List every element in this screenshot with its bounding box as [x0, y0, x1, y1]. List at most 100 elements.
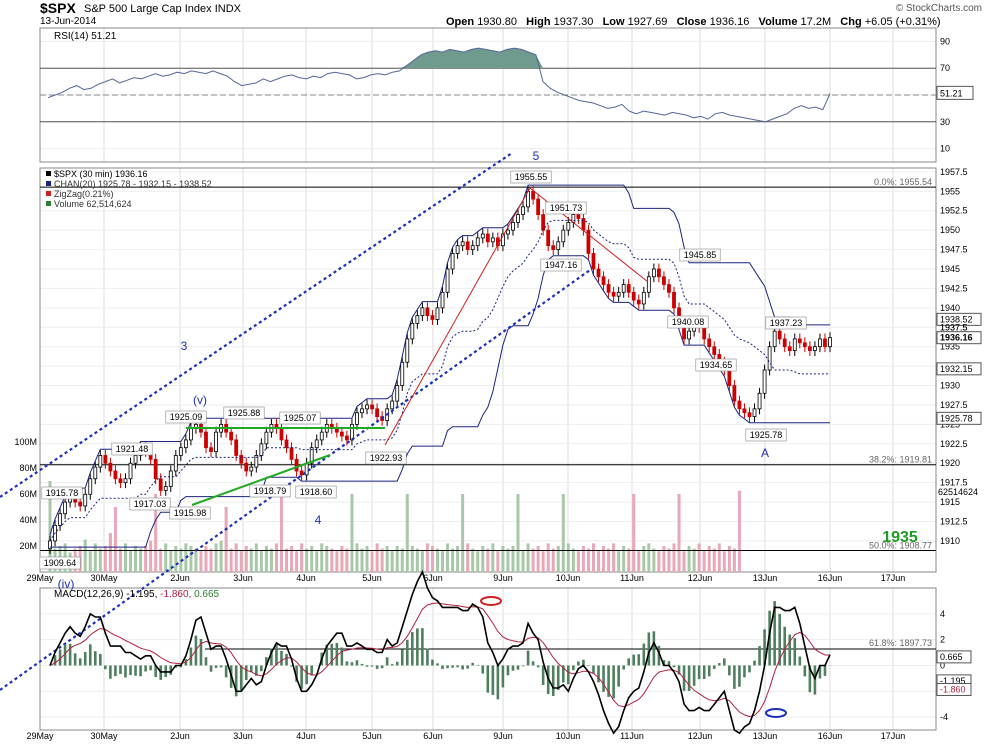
candle-body: [531, 190, 535, 200]
macd-histogram-bar: [647, 632, 651, 666]
volume-bar: [486, 548, 490, 572]
price-tick-label: 1952.5: [940, 206, 968, 216]
x-tick-label: 5Jun: [362, 573, 382, 583]
macd-histogram-bar: [265, 657, 268, 666]
macd-histogram-bar: [73, 653, 77, 666]
candle-body: [390, 400, 395, 410]
price-annotation: 1945.85: [684, 250, 717, 260]
macd-histogram-bar: [325, 644, 329, 666]
candle-body: [455, 245, 460, 254]
volume-bar: [521, 551, 525, 572]
macd-histogram-bar: [572, 665, 575, 671]
volume-bar: [531, 548, 535, 572]
candle-body: [556, 241, 561, 250]
candle-body: [646, 276, 651, 293]
macd-histogram-bar: [400, 649, 404, 666]
volume-bar: [144, 546, 148, 572]
chart-date: 13-Jun-2014: [40, 16, 97, 27]
candle-body: [58, 513, 62, 526]
candle-body: [294, 458, 299, 472]
price-annotation: 1934.65: [700, 360, 733, 370]
macd-histogram-bar: [536, 665, 540, 668]
close-value: 1936.16: [709, 16, 750, 28]
rsi-last-box: [936, 85, 974, 100]
macd-histogram-bar: [385, 657, 389, 666]
volume-bar: [385, 546, 389, 572]
macd-histogram-bar: [783, 626, 787, 666]
candle-body: [183, 439, 188, 449]
volume-bar: [274, 543, 278, 572]
volume-bar: [93, 543, 97, 572]
macd-histogram-bar: [260, 665, 263, 672]
candle-body: [541, 214, 546, 231]
price-annotation-box: [169, 506, 211, 520]
macd-histogram-bar: [129, 665, 132, 676]
price-annotation: 1918.60: [300, 487, 333, 497]
macd-legend-part: -1.195,: [126, 589, 160, 600]
chg-label: Chg: [840, 16, 862, 28]
x-tick-label: 13Jun: [753, 573, 778, 583]
volume-bar: [657, 551, 661, 572]
volume-bar: [325, 546, 329, 572]
candle-body: [284, 439, 289, 449]
macd-histogram-bar: [556, 665, 560, 690]
volume-bar: [516, 494, 520, 572]
macd-histogram-bar: [541, 665, 545, 686]
volume-bar: [561, 494, 565, 572]
legend-swatch: [46, 191, 51, 196]
candle-body: [480, 233, 485, 239]
x-tick-label: 29May: [26, 573, 54, 583]
candle-body: [561, 229, 566, 243]
right-value-label: 1932.15: [940, 364, 973, 374]
macd-histogram-bar: [567, 665, 570, 685]
volume-bar: [591, 543, 595, 572]
volume-bar: [405, 494, 409, 572]
macd-histogram-bar: [310, 665, 313, 676]
macd-histogram-bar: [587, 665, 590, 666]
panel-frame-macd: [39, 587, 937, 731]
volume-bar: [617, 551, 621, 572]
volume-label: Volume: [758, 16, 798, 28]
volume-bar: [491, 543, 495, 572]
volume-bar: [234, 543, 238, 572]
volume-bar: [425, 543, 429, 572]
price-tick-label: 1945: [940, 264, 960, 274]
volume-bar: [254, 543, 258, 572]
price-annotation-box: [667, 315, 709, 329]
price-annotation-box: [295, 485, 337, 499]
volume-bar: [430, 546, 434, 572]
volume-value: 17.2M: [800, 16, 832, 28]
volume-bar: [642, 546, 646, 572]
wave-label: 5: [533, 149, 540, 163]
macd-histogram-bar: [521, 665, 525, 667]
index-full-name: S&P 500 Large Cap Index: [84, 3, 212, 15]
volume-bar: [602, 546, 606, 572]
trend-channel-lower: [0, 269, 591, 691]
candle-body: [83, 493, 88, 507]
volume-bar: [466, 543, 470, 572]
candle-body: [425, 307, 430, 317]
high-label: High: [526, 16, 551, 28]
candle-body: [178, 447, 183, 456]
volume-bar: [103, 546, 107, 572]
macd-histogram-bar: [652, 631, 656, 666]
low-value: 1927.69: [627, 16, 668, 28]
volume-bar: [506, 548, 510, 572]
volume-bar: [129, 551, 133, 572]
macd-histogram-bar: [219, 665, 223, 668]
volume-bar: [597, 551, 601, 572]
x-tick-label: 11Jun: [620, 573, 644, 583]
volume-bar: [647, 543, 651, 572]
candle-body: [405, 338, 410, 363]
rsi-legend: RSI(14) 51.21: [54, 31, 117, 42]
quote-bar: Open 1930.80 High 1937.30 Low 1927.69 Cl…: [446, 16, 941, 28]
macd-histogram-bar: [516, 665, 520, 670]
volume-bar: [576, 551, 580, 572]
volume-bar: [88, 551, 92, 572]
candle-body: [551, 245, 556, 250]
candle-body: [355, 412, 359, 425]
macd-histogram-bar: [466, 665, 469, 669]
volume-bar: [279, 494, 283, 572]
macd-histogram-bar: [763, 629, 766, 666]
